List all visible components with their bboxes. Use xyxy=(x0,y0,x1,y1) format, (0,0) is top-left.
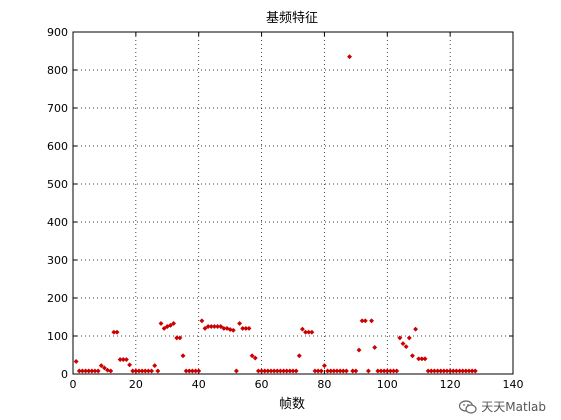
data-point xyxy=(409,353,415,359)
x-tick-label: 80 xyxy=(317,378,331,391)
data-point xyxy=(293,368,299,374)
y-tick-label: 700 xyxy=(47,102,68,115)
data-point xyxy=(218,323,224,330)
y-tick-label: 0 xyxy=(61,368,68,381)
data-point xyxy=(152,363,158,369)
data-point xyxy=(127,362,133,368)
data-point xyxy=(372,344,378,350)
data-point xyxy=(230,327,236,333)
data-point xyxy=(199,318,205,324)
data-point xyxy=(299,326,305,332)
data-point xyxy=(296,353,302,359)
data-point xyxy=(472,368,478,374)
data-point xyxy=(155,368,161,374)
data-point xyxy=(318,368,324,374)
data-point xyxy=(149,368,155,374)
y-tick-label: 600 xyxy=(47,140,68,153)
data-point xyxy=(403,344,409,350)
data-point xyxy=(233,368,239,374)
data-point xyxy=(123,357,129,363)
data-points xyxy=(73,54,478,374)
grid-lines xyxy=(73,32,513,374)
data-point xyxy=(237,320,243,327)
data-point xyxy=(73,358,79,365)
data-point xyxy=(108,368,114,374)
data-point xyxy=(196,368,202,374)
data-point xyxy=(101,365,107,371)
data-point xyxy=(171,320,177,327)
x-tick-label: 40 xyxy=(192,378,206,391)
data-point xyxy=(369,318,375,324)
x-tick-label: 20 xyxy=(129,378,143,391)
y-tick-label: 300 xyxy=(47,254,68,267)
data-point xyxy=(362,318,368,324)
data-point xyxy=(321,363,327,369)
data-point xyxy=(202,325,208,331)
x-axis-label: 帧数 xyxy=(279,397,305,412)
data-point xyxy=(365,368,371,374)
data-point xyxy=(252,355,258,361)
y-tick-label: 200 xyxy=(47,292,68,305)
y-tick-label: 400 xyxy=(47,216,68,229)
data-point xyxy=(98,363,104,369)
y-tick-label: 800 xyxy=(47,64,68,77)
data-point xyxy=(356,347,362,353)
data-point xyxy=(309,329,315,335)
y-tick-label: 500 xyxy=(47,178,68,191)
data-point xyxy=(114,329,120,335)
data-point xyxy=(227,326,233,333)
y-tick-label: 100 xyxy=(47,330,68,343)
data-point xyxy=(406,335,412,341)
data-point xyxy=(224,325,230,331)
data-point xyxy=(422,356,428,362)
data-point xyxy=(161,325,167,331)
axis-ticks: 0 20 40 60 80 100 120 140 0 100 200 300 400 500 600 700… xyxy=(47,26,524,391)
data-point xyxy=(177,335,183,341)
axes-box xyxy=(72,31,514,375)
wechat-icon xyxy=(459,399,477,414)
data-point xyxy=(246,325,252,331)
x-tick-label: 100 xyxy=(377,378,398,391)
chart-title: 基频特征 xyxy=(266,11,318,26)
watermark-text: 天天Matlab xyxy=(481,400,546,414)
x-tick-label: 60 xyxy=(255,378,269,391)
data-point xyxy=(95,368,101,374)
watermark: 天天Matlab xyxy=(456,397,549,416)
x-tick-label: 140 xyxy=(503,378,524,391)
data-point xyxy=(394,368,400,374)
data-point xyxy=(353,368,359,374)
data-point xyxy=(413,326,419,332)
data-point xyxy=(397,335,403,341)
data-point xyxy=(249,353,255,359)
y-tick-label: 900 xyxy=(47,26,68,39)
data-point xyxy=(343,368,349,374)
x-tick-label: 120 xyxy=(440,378,461,391)
data-point xyxy=(180,353,186,359)
data-point xyxy=(167,322,173,328)
data-point xyxy=(158,320,164,327)
data-point xyxy=(400,341,406,347)
data-point xyxy=(347,54,353,60)
x-tick-label: 0 xyxy=(70,378,77,391)
